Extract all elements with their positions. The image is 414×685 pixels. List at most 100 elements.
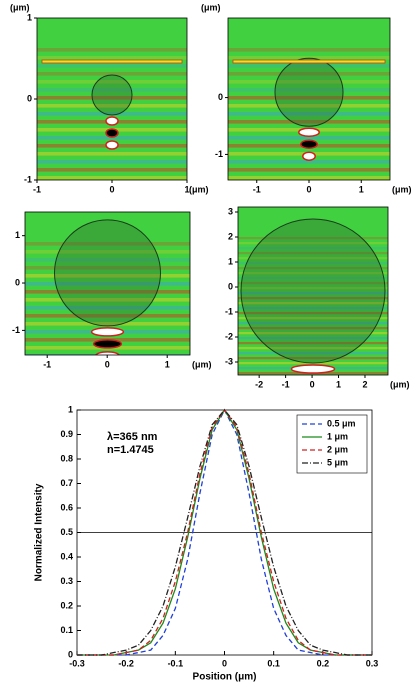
y-tick-label: 0.6 (60, 502, 73, 512)
field-fringe (228, 136, 390, 140)
y-tick-label: -3 (225, 356, 233, 366)
x-tick-label: 0 (109, 184, 114, 194)
field-fringe (228, 72, 390, 76)
particle (240, 218, 386, 364)
field-fringe (238, 317, 388, 320)
field-fringe (238, 262, 388, 265)
y-tick-label: 0 (15, 277, 20, 287)
x-unit: (μm) (189, 184, 209, 194)
legend-label: 2 μm (327, 444, 348, 454)
x-tick-label: -1 (33, 184, 41, 194)
y-tick-label: 1 (27, 12, 32, 22)
x-tick-label: 0.3 (366, 658, 379, 668)
field-fringe (37, 136, 187, 140)
focus-spot (295, 389, 330, 397)
x-tick-label: -0.2 (118, 658, 134, 668)
y-tick-label: 0 (228, 281, 233, 291)
particle (54, 219, 161, 327)
series-line (77, 408, 372, 656)
y-tick-label: 1 (15, 230, 20, 240)
y-tick-label: 0.9 (60, 429, 73, 439)
field-fringe (238, 357, 388, 360)
field-fringe (25, 290, 190, 294)
y-tick-label: -1 (12, 325, 20, 335)
field-fringe (25, 250, 190, 254)
focus-spot (105, 116, 119, 126)
legend-box (296, 414, 368, 474)
field-fringe (238, 237, 388, 240)
field-fringe (238, 332, 388, 335)
y-tick-label: 0.8 (60, 453, 73, 463)
y-tick-label: -1 (225, 306, 233, 316)
y-tick-label: 0.3 (60, 576, 73, 586)
field-fringe (238, 272, 388, 275)
x-tick-label: 0.2 (317, 658, 330, 668)
field-fringe (238, 327, 388, 330)
y-unit: (μm) (201, 2, 221, 12)
field-fringe (25, 266, 190, 270)
x-unit: (μm) (192, 359, 212, 369)
field-fringe (37, 80, 187, 84)
field-fringe (238, 337, 388, 340)
field-fringe (37, 168, 187, 172)
field-fringe (37, 160, 187, 164)
x-unit: (μm) (392, 184, 412, 194)
field-map (25, 212, 190, 355)
y-tick-label: -2 (225, 331, 233, 341)
field-map (238, 207, 388, 397)
y-tick-label: -1 (24, 174, 32, 184)
y-axis-label: Normalized Intensity (34, 483, 45, 581)
field-fringe (25, 258, 190, 262)
field-background (238, 207, 388, 375)
field-fringe (238, 267, 388, 270)
y-tick-label: 3 (228, 206, 233, 216)
y-tick-label: -1 (215, 149, 223, 159)
field-fringe (238, 342, 388, 345)
field-fringe (37, 72, 187, 76)
y-tick-label: 1 (228, 256, 233, 266)
focus-spot (90, 327, 125, 337)
x-tick-label: 1 (184, 184, 189, 194)
field-fringe (25, 314, 190, 318)
x-tick-label: -2 (255, 379, 263, 389)
field-fringe (238, 307, 388, 310)
y-unit: (μm) (10, 2, 30, 12)
field-fringe (228, 112, 390, 116)
particle (91, 74, 133, 116)
field-fringe (37, 104, 187, 108)
field-fringe (228, 168, 390, 172)
focus-spot (105, 128, 119, 138)
x-tick-label: 1 (336, 379, 341, 389)
x-tick-label: -0.3 (69, 658, 85, 668)
field-fringe (37, 88, 187, 92)
field-map (37, 18, 187, 180)
field-fringe (228, 176, 390, 180)
field-fringe (37, 48, 187, 52)
x-unit: (μm) (390, 379, 410, 389)
annotation: n=1.4745 (107, 444, 154, 456)
y-tick-label: 0 (218, 92, 223, 102)
x-tick-label: 0 (306, 184, 311, 194)
legend-label: 0.5 μm (327, 418, 356, 428)
field-fringe (238, 287, 388, 290)
focus-spot (95, 351, 120, 355)
field-fringe (238, 252, 388, 255)
field-fringe (228, 160, 390, 164)
field-fringe (238, 347, 388, 350)
x-tick-label: -1 (43, 359, 51, 369)
y-tick-label: 0.5 (60, 527, 73, 537)
field-fringe (238, 302, 388, 305)
field-fringe (228, 80, 390, 84)
field-fringe (238, 312, 388, 315)
field-fringe (25, 298, 190, 302)
field-fringe (228, 104, 390, 108)
field-fringe (228, 120, 390, 124)
focus-spot (290, 364, 336, 374)
field-fringe (238, 352, 388, 355)
focus-spot (302, 151, 316, 161)
x-tick-label: 1 (359, 184, 364, 194)
x-tick-label: 1 (165, 359, 170, 369)
y-tick-label: 0 (27, 93, 32, 103)
annotation: λ=365 nm (107, 431, 158, 443)
